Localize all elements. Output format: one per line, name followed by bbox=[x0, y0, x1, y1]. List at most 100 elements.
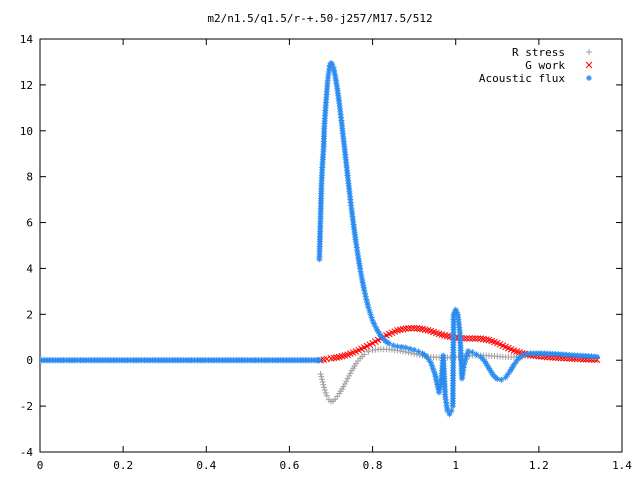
data-point-fill bbox=[492, 374, 499, 381]
data-point-fill bbox=[391, 328, 399, 335]
data-point-fill bbox=[425, 356, 432, 363]
data-point-fill bbox=[351, 362, 358, 369]
y-tick-label: 2 bbox=[26, 308, 33, 321]
data-point bbox=[502, 374, 509, 381]
data-point-fill bbox=[360, 284, 367, 291]
data-point-fill bbox=[456, 327, 463, 334]
data-point-fill bbox=[383, 346, 390, 353]
data-point bbox=[317, 370, 324, 377]
data-point-fill bbox=[333, 354, 340, 361]
data-point-fill bbox=[442, 391, 449, 398]
data-point bbox=[498, 376, 505, 383]
data-point bbox=[344, 375, 351, 382]
data-point-fill bbox=[499, 353, 506, 360]
data-point-fill bbox=[391, 347, 398, 354]
data-point-fill bbox=[326, 65, 333, 72]
data-point-fill bbox=[372, 323, 379, 330]
data-point-fill bbox=[408, 324, 415, 332]
data-point-fill bbox=[400, 348, 407, 355]
data-point-fill bbox=[591, 353, 598, 360]
data-point-fill bbox=[366, 341, 374, 349]
data-point-fill bbox=[508, 354, 515, 361]
data-point bbox=[477, 335, 485, 343]
data-point-fill bbox=[320, 381, 327, 388]
data-point-fill bbox=[461, 359, 468, 366]
data-point-fill bbox=[323, 91, 330, 98]
data-point bbox=[319, 379, 326, 386]
x-tick-label: 0.8 bbox=[363, 459, 383, 472]
data-point-fill bbox=[466, 335, 473, 342]
data-point-fill bbox=[349, 349, 357, 356]
data-point-fill bbox=[471, 335, 479, 342]
data-point-fill bbox=[335, 97, 342, 104]
data-point-fill bbox=[464, 350, 471, 357]
data-point bbox=[469, 349, 476, 356]
x-tick-label: 1.4 bbox=[612, 459, 632, 472]
y-tick-label: 12 bbox=[20, 79, 33, 92]
y-tick-label: 0 bbox=[26, 354, 33, 367]
data-point-fill bbox=[340, 133, 347, 140]
x-tick-label: 0.6 bbox=[279, 459, 299, 472]
data-point-fill bbox=[366, 307, 373, 314]
data-point bbox=[473, 351, 480, 358]
data-point-fill bbox=[347, 370, 354, 377]
data-point-fill bbox=[352, 236, 359, 243]
y-tick-label: -2 bbox=[20, 400, 33, 413]
data-point-fill bbox=[541, 350, 548, 357]
data-point-fill bbox=[509, 364, 516, 371]
data-point-fill bbox=[491, 338, 498, 346]
data-point-fill bbox=[348, 205, 355, 212]
data-point-fill bbox=[355, 358, 362, 365]
data-point bbox=[523, 351, 530, 358]
data-point bbox=[323, 392, 330, 399]
data-point-fill bbox=[433, 354, 440, 361]
data-point-fill bbox=[443, 404, 450, 411]
legend-marker bbox=[585, 61, 593, 69]
data-point-fill bbox=[405, 325, 412, 332]
data-point-fill bbox=[344, 169, 351, 176]
legend-marker bbox=[586, 49, 592, 55]
data-point-fill bbox=[558, 351, 565, 358]
data-point-fill bbox=[324, 80, 331, 87]
data-point-fill bbox=[362, 293, 369, 300]
plot-area-frame bbox=[39, 38, 623, 453]
y-tick-label: 10 bbox=[20, 125, 33, 138]
data-point bbox=[406, 345, 413, 352]
data-point-fill bbox=[334, 393, 341, 400]
data-point-fill bbox=[318, 376, 325, 383]
data-point-fill bbox=[343, 378, 350, 385]
x-tick-label: 1.2 bbox=[529, 459, 549, 472]
data-point bbox=[327, 355, 335, 362]
data-point-fill bbox=[321, 125, 328, 132]
data-point-fill bbox=[322, 107, 329, 114]
legend-label: R stress bbox=[512, 46, 565, 59]
y-tick-label: 14 bbox=[20, 33, 34, 46]
data-point-fill bbox=[356, 262, 363, 269]
data-point-fill bbox=[325, 71, 332, 78]
y-tick-label: 4 bbox=[26, 262, 33, 275]
data-point-fill bbox=[364, 301, 371, 308]
data-point-fill bbox=[463, 335, 471, 342]
data-point-fill bbox=[346, 188, 353, 195]
data-point-fill bbox=[491, 353, 498, 360]
data-point-fill bbox=[331, 70, 338, 77]
series-acoustic-flux-baseline bbox=[40, 357, 323, 364]
data-point-fill bbox=[341, 380, 348, 387]
data-point-fill bbox=[582, 352, 589, 359]
data-point-fill bbox=[379, 335, 386, 342]
baseline-point bbox=[316, 357, 323, 364]
data-point bbox=[448, 407, 455, 414]
data-point-fill bbox=[339, 385, 346, 392]
legend-marker bbox=[586, 75, 592, 81]
data-point-fill bbox=[517, 354, 524, 361]
data-point-fill bbox=[333, 82, 340, 89]
data-point-fill bbox=[375, 328, 382, 335]
data-point-fill bbox=[453, 309, 460, 316]
legend-label: G work bbox=[525, 59, 565, 72]
data-point bbox=[398, 343, 405, 350]
data-point-fill bbox=[318, 185, 325, 192]
data-point-fill bbox=[358, 345, 365, 353]
data-point-fill bbox=[499, 342, 507, 349]
data-point-fill bbox=[474, 335, 482, 342]
